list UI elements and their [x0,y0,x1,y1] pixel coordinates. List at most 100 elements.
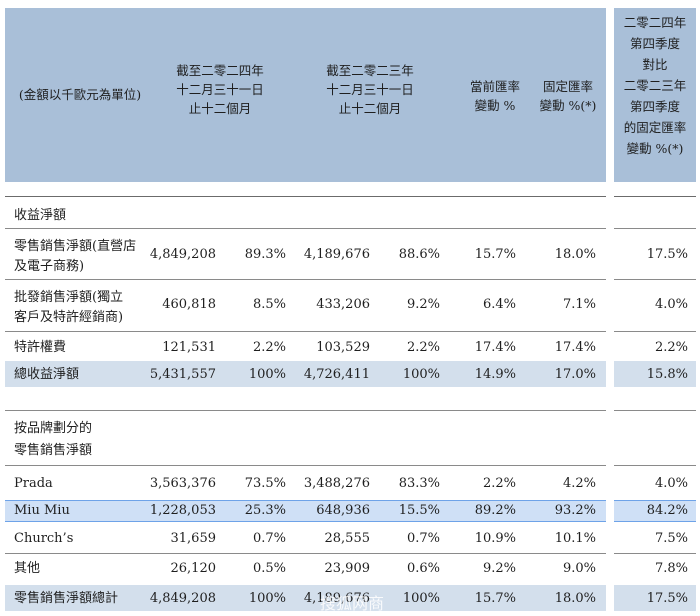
brand-label: Miu Miu [14,503,70,518]
value-2023: 4,189,676 [303,247,370,262]
total-row-band-q4 [614,361,696,387]
total-share-2023: 100% [402,591,440,606]
total-fx-change: 14.9% [474,367,516,382]
value-2024: 121,531 [162,340,216,355]
row-label: 零售銷售淨額(直營店 及電子商務) [14,239,137,274]
total-q4-change: 15.8% [646,367,688,382]
share-2023: 88.6% [398,247,440,262]
share-2024: 89.3% [244,247,286,262]
section-divider [5,410,606,411]
value-2023: 23,909 [324,561,371,576]
row-divider [614,331,696,332]
constant-change: 4.2% [562,476,596,491]
share-2024: 0.5% [252,561,286,576]
fx-change: 15.7% [474,247,516,262]
constant-change: 93.2% [554,503,596,518]
value-2023: 28,555 [324,531,371,546]
q4-change: 7.8% [654,561,688,576]
highlighted-row-band-q4 [614,500,696,522]
share-2023: 15.5% [398,503,440,518]
section-divider [614,410,696,411]
total-2024: 4,849,208 [149,591,216,606]
constant-change: 9.0% [562,561,596,576]
unit-label: (金額以千歐元為單位) [18,87,142,102]
fx-change: 10.9% [474,531,516,546]
value-2024: 1,228,053 [149,503,216,518]
fx-change: 6.4% [482,297,516,312]
brand-label: 其他 [14,561,41,576]
row-divider [614,228,696,229]
total-row-band [5,585,606,611]
column-header-q4: 二零二四年 第四季度 對比 二零二三年 第四季度 的固定匯率 變動 %(*) [623,15,687,156]
column-header-2023: 截至二零二三年 十二月三十一日 止十二個月 [326,63,414,116]
watermark: 搜狐网商 [320,594,385,613]
total-q4-change: 17.5% [646,591,688,606]
header-rule-q4 [614,196,696,197]
q4-change: 17.5% [646,247,688,262]
total-share-2024: 100% [248,367,286,382]
total-label: 總收益淨額 [14,367,80,382]
row-divider [614,553,696,554]
share-2023: 0.7% [406,531,440,546]
total-row-band [5,361,606,387]
row-divider [614,465,696,466]
value-2023: 648,936 [316,503,370,518]
constant-change: 18.0% [554,247,596,262]
q4-change: 4.0% [654,297,688,312]
total-constant-change: 18.0% [554,591,596,606]
section-title: 按品牌劃分的 零售銷售淨額 [14,421,93,458]
value-2023: 103,529 [316,340,370,355]
total-2023: 4,189,676 [303,591,370,606]
total-row-band-q4 [614,585,696,611]
total-2023: 4,726,411 [303,367,370,382]
share-2024: 25.3% [244,503,286,518]
constant-change: 10.1% [554,531,596,546]
row-label: 批發銷售淨額(獨立 客戶及特許經銷商) [14,290,124,325]
header-rule [5,196,606,197]
share-2024: 2.2% [252,340,286,355]
value-2024: 3,563,376 [149,476,216,491]
brand-label: Church’s [14,531,74,546]
value-2024: 26,120 [170,561,217,576]
value-2024: 4,849,208 [149,247,216,262]
row-divider [5,228,606,229]
row-divider [5,465,606,466]
share-2024: 8.5% [252,297,286,312]
q4-change: 84.2% [646,503,688,518]
q4-change: 4.0% [654,476,688,491]
total-share-2024: 100% [248,591,286,606]
column-header-fx: 當前匯率 變動 % [469,79,520,113]
q4-change: 2.2% [654,340,688,355]
share-2024: 0.7% [252,531,286,546]
share-2023: 9.2% [406,297,440,312]
row-label: 特許權費 [14,340,67,355]
constant-change: 17.4% [554,340,596,355]
row-divider [5,553,606,554]
fx-change: 2.2% [482,476,516,491]
value-2024: 460,818 [162,297,216,312]
header-band-q4 [614,8,696,182]
value-2023: 433,206 [316,297,370,312]
fx-change: 17.4% [474,340,516,355]
value-2024: 31,659 [170,531,217,546]
fx-change: 9.2% [482,561,516,576]
row-divider [5,279,606,280]
share-2023: 0.6% [406,561,440,576]
share-2023: 2.2% [406,340,440,355]
total-constant-change: 17.0% [554,367,596,382]
total-fx-change: 15.7% [474,591,516,606]
total-share-2023: 100% [402,367,440,382]
total-label: 零售銷售淨額總計 [14,591,119,606]
highlighted-row-band [5,500,606,522]
header-band [5,8,606,182]
share-2023: 83.3% [398,476,440,491]
total-2024: 5,431,557 [149,367,216,382]
constant-change: 7.1% [562,297,596,312]
brand-label: Prada [14,476,53,491]
value-2023: 3,488,276 [303,476,370,491]
column-header-2024: 截至二零二四年 十二月三十一日 止十二個月 [176,63,264,116]
row-divider [614,279,696,280]
fx-change: 89.2% [474,503,516,518]
row-divider [5,331,606,332]
